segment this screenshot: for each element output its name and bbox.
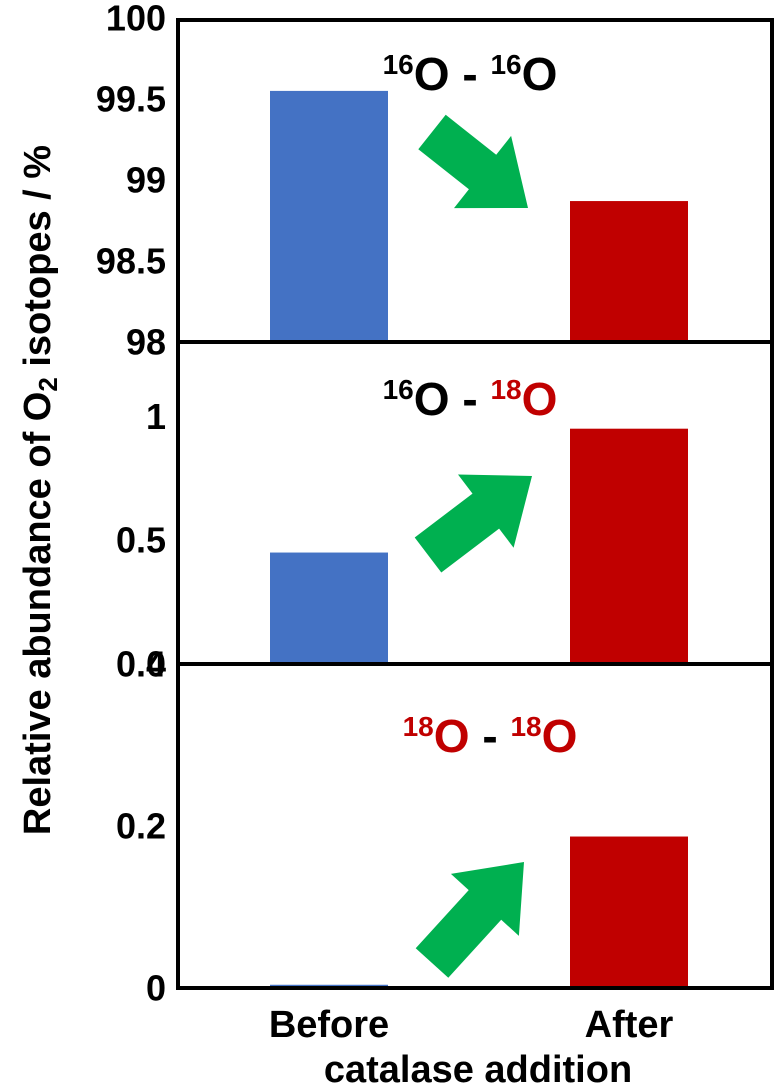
bar-panel2-before: [270, 552, 388, 664]
x-axis-label: catalase addition: [324, 1049, 632, 1091]
panel-title-3: 18O - 18O: [403, 710, 578, 762]
y-tick-label: 0.2: [116, 806, 166, 847]
green-arrow-up-right-icon: [415, 862, 524, 978]
bar-panel2-after: [570, 428, 688, 664]
green-arrow-up-right-icon: [414, 474, 532, 573]
y-tick-label: 1: [146, 396, 166, 437]
y-tick-label: 100: [106, 0, 166, 39]
y-tick-label: 0: [146, 644, 166, 685]
y-tick-label: 98.5: [96, 241, 166, 282]
x-category-label-after: After: [585, 1004, 674, 1046]
y-axis-label: Relative abundance of O2 isotopes / %: [17, 145, 63, 835]
y-tick-label: 0.4: [116, 644, 166, 685]
y-tick-label: 99: [126, 160, 166, 201]
y-tick-label: 99.5: [96, 79, 166, 120]
y-tick-label: 98: [126, 322, 166, 363]
green-arrow-down-right-icon: [418, 114, 528, 209]
panel-title-2: 16O - 18O: [383, 373, 558, 425]
panel-title-1: 16O - 16O: [383, 48, 558, 100]
bar-panel1-before: [270, 90, 388, 343]
bar-panel3-after: [570, 836, 688, 988]
y-tick-label: 0: [146, 968, 166, 1009]
x-category-label-before: Before: [269, 1004, 389, 1046]
y-tick-label: 0.5: [116, 520, 166, 561]
bar-panel1-after: [570, 201, 688, 342]
